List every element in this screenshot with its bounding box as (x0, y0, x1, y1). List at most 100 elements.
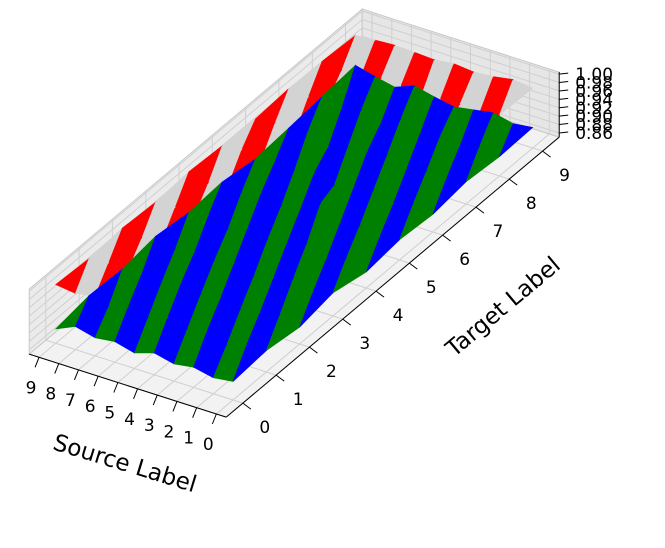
surface-facet (292, 242, 328, 279)
surface-facet (498, 79, 534, 117)
y-tick (508, 178, 518, 186)
surface-facet (353, 150, 388, 188)
grid-line (215, 68, 550, 415)
surface-facet (228, 191, 263, 229)
z-tick-label: 1.00 (575, 65, 613, 85)
y-tick (475, 206, 485, 214)
surface-facet (367, 118, 402, 152)
z-tick (559, 81, 569, 84)
y-tick-label: 8 (526, 194, 537, 214)
surface-facet (175, 212, 210, 250)
surface-facet (226, 309, 261, 345)
x-tick-label: 9 (26, 378, 37, 398)
y-tick-label: 5 (426, 278, 437, 298)
surface-facet (406, 131, 441, 169)
surface-facet (306, 202, 341, 244)
y-tick-label: 6 (459, 250, 470, 270)
surface-facet (341, 64, 376, 109)
z-tick-label: 0.92 (575, 99, 613, 119)
surface-facet (161, 248, 196, 283)
surface-facet (141, 201, 176, 238)
surface-facet (208, 145, 243, 183)
surface-facet (361, 39, 396, 76)
surface-facet (147, 282, 183, 319)
z-tick-label: 0.94 (575, 90, 613, 110)
y-tick-label: 7 (493, 222, 504, 242)
surface-facet (274, 88, 310, 124)
z-tick (559, 131, 569, 134)
surface-facet (479, 76, 514, 113)
x-tick (172, 401, 178, 412)
surface-facet (312, 257, 348, 292)
surface-facet (246, 311, 281, 346)
grid-line (28, 10, 560, 292)
y-tick (342, 318, 352, 326)
surface-facet (141, 235, 176, 275)
x-tick (211, 413, 217, 425)
surface-facet (259, 277, 295, 313)
surface-facet (432, 178, 467, 215)
surface-facet (359, 189, 394, 226)
y-tick-label: 1 (293, 390, 304, 410)
x-tick (113, 382, 119, 393)
y-tick (275, 374, 285, 382)
surface-facet (74, 295, 110, 328)
x-tick-label: 3 (144, 416, 155, 436)
z-tick-label: 0.90 (575, 107, 613, 127)
surface-facet (340, 186, 375, 223)
surface-facet (240, 275, 275, 310)
surface-facet (233, 227, 269, 264)
surface-facet (400, 51, 435, 88)
surface-facet (220, 262, 255, 299)
grid-line (45, 275, 243, 404)
z-tick (559, 114, 569, 117)
surface-facet (314, 147, 349, 173)
surface-facet (260, 160, 296, 194)
surface-facet (294, 129, 329, 171)
surface-facet (327, 108, 363, 148)
surface-facet (214, 227, 249, 261)
surface-facet (386, 118, 422, 156)
surface-facet (134, 317, 169, 354)
surface-lower (54, 64, 534, 382)
z-tick-label: 0.88 (575, 116, 613, 136)
surface-facet (167, 282, 202, 319)
x-tick (93, 376, 99, 387)
surface-facet (379, 203, 414, 238)
surface-facet (465, 145, 500, 183)
x-tick (73, 369, 79, 381)
y-axis-line (225, 136, 560, 418)
surface-facet (206, 297, 242, 332)
surface-facet (194, 214, 229, 253)
y-tick (309, 346, 318, 354)
surface-facet (380, 85, 416, 123)
surface-facet (341, 35, 376, 71)
surface-facet (281, 169, 316, 207)
surface-facet (253, 239, 289, 276)
y-tick-label: 3 (359, 334, 370, 354)
x-axis-label: Source Label (50, 430, 199, 498)
surface-facet (393, 167, 428, 205)
surface-facet (279, 277, 314, 316)
y-tick-label: 2 (326, 362, 337, 382)
z-tick (559, 72, 569, 75)
surface-facet (265, 314, 301, 352)
z-tick-label: 0.98 (575, 74, 613, 94)
surface-facet (75, 258, 110, 294)
surface-facet (459, 109, 494, 147)
surface-facet (426, 135, 461, 172)
x-tick-label: 6 (85, 397, 96, 417)
x-tick-label: 7 (65, 391, 76, 411)
surface-facet (326, 222, 361, 259)
surface-facet (108, 268, 143, 307)
z-tick-label: 0.96 (575, 82, 613, 102)
surface-facet (365, 236, 401, 273)
surface-facet (412, 170, 447, 206)
x-tick (133, 388, 139, 399)
surface-facet (94, 306, 130, 339)
surface-facet (108, 227, 143, 264)
surface-facet (192, 330, 228, 368)
y-tick-label: 4 (393, 306, 404, 326)
surface-facet (380, 44, 416, 80)
